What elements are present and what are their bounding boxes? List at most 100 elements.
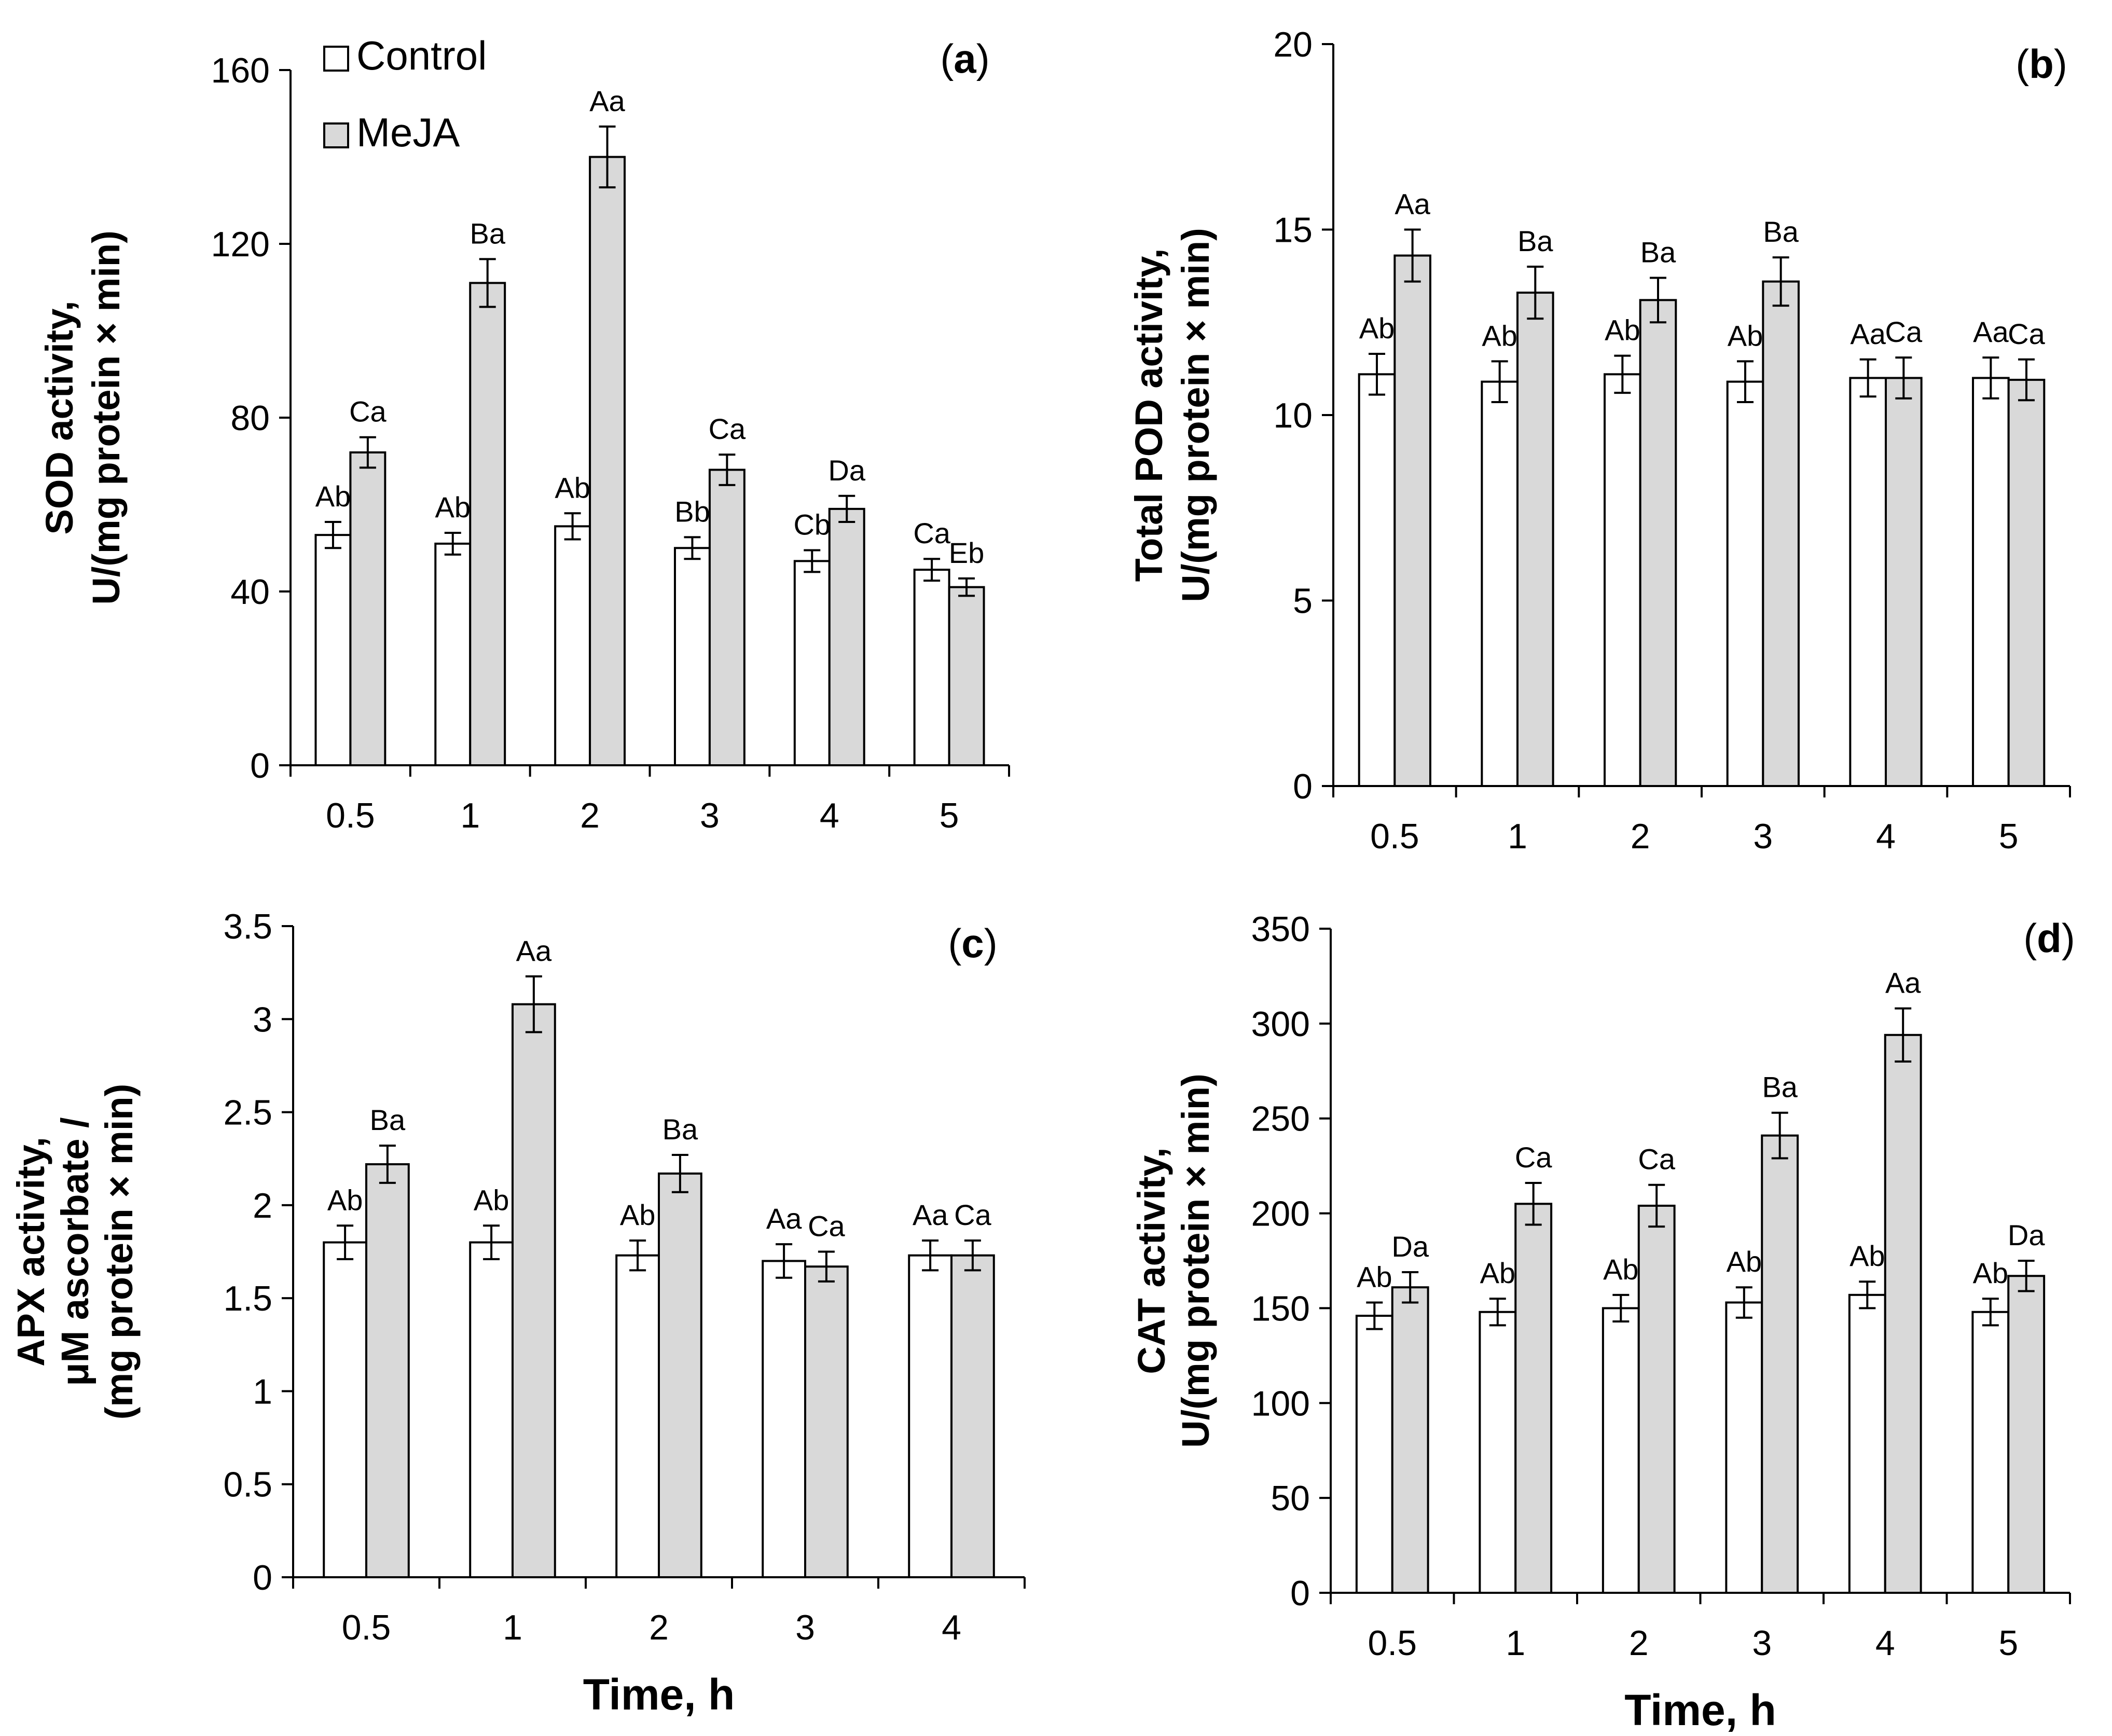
y-axis-title: μM ascorbate / [53,1117,96,1386]
x-tick-label: 5 [1998,1623,2018,1663]
bar-control-0.5 [323,1241,367,1579]
x-tick-label: 3 [1752,1623,1772,1663]
significance-label: Ab [1359,312,1395,345]
panel-label: (d) [2023,915,2075,961]
significance-label: Aa [516,934,552,967]
significance-label: Ab [1357,1260,1392,1293]
x-axis-title: Time, h [583,1670,735,1719]
x-tick-label: 2 [649,1608,669,1647]
bar-control-0.5 [314,534,352,766]
bar-meja-1 [469,282,506,766]
bar-meja-3 [1761,1134,1799,1594]
significance-label: Aa [1973,315,2009,348]
significance-label: Ba [470,217,505,250]
x-tick-label: 1 [1508,817,1527,856]
bar-control-2 [1602,1307,1640,1594]
x-tick-label: 1 [503,1608,522,1647]
y-axis-title: APX activity, [9,1137,52,1367]
significance-label: Aa [1395,188,1430,221]
significance-label: Ca [1515,1141,1552,1174]
significance-label: Ba [1762,1071,1798,1104]
bar-meja-1 [512,1003,556,1578]
bar-control-3 [673,547,711,766]
x-tick-label: 0.5 [1368,1623,1417,1663]
y-tick-label: 2 [253,1186,272,1225]
significance-label: Ab [474,1183,509,1216]
significance-label: Ca [954,1198,991,1231]
y-tick-label: 250 [1251,1099,1310,1139]
bar-control-5 [1972,377,2010,787]
significance-label: Ba [1763,215,1799,248]
bar-meja-2 [589,156,626,766]
y-tick-label: 0.5 [223,1465,272,1505]
bar-control-2 [615,1254,660,1578]
bar-control-5 [1971,1311,2010,1594]
significance-label: Eb [949,536,985,569]
y-tick-label: 100 [1251,1384,1310,1423]
bar-meja-0.5 [349,451,386,766]
x-tick-label: 4 [820,796,839,835]
y-tick-label: 10 [1273,396,1313,435]
x-tick-label: 4 [1876,817,1896,856]
y-tick-label: 1 [253,1372,272,1411]
x-tick-label: 2 [580,796,600,835]
bar-control-4 [793,560,831,766]
bar-control-4 [1848,1293,1886,1594]
bar-control-1 [1479,1311,1517,1594]
y-tick-label: 3 [253,1000,272,1039]
y-axis-title: CAT activity, [1130,1147,1173,1374]
panel-a-sod-chart: 0 40 80 120 160 0.5 1 2 3 4 5 Ab Ab Ab Bb Cb Ca Ca Ba Aa Ca D… [38,33,1010,835]
y-tick-label: 150 [1251,1289,1310,1328]
x-tick-label: 4 [1875,1623,1895,1663]
x-tick-label: 0.5 [1370,817,1419,856]
significance-label: Aa [589,85,625,117]
y-tick-label: 200 [1251,1194,1310,1234]
legend: Control MeJA [323,33,487,155]
bar-control-4 [908,1254,953,1578]
y-axis-title: SOD activity, [38,300,81,534]
significance-label: Ca [709,412,746,445]
y-axis-title: (mg protein × min) [98,1084,141,1420]
bar-meja-0.5 [1393,254,1431,787]
y-tick-label: 40 [230,572,270,612]
y-tick-label: 20 [1273,25,1313,64]
significance-label: Ba [1517,225,1553,257]
legend-entry: MeJA [356,109,460,155]
x-tick-label: 3 [795,1608,815,1647]
significance-label: Ab [1482,319,1517,352]
x-tick-label: 5 [940,796,959,835]
bar-meja-5 [948,586,985,766]
significance-label: Ab [435,491,471,523]
significance-label: Ab [315,480,351,513]
significance-label: Ab [327,1183,363,1216]
significance-label: Ab [1973,1257,2009,1289]
significance-label: Cb [793,508,831,541]
significance-label: Da [1391,1230,1429,1263]
panel-c-apx-chart: 0 0.5 1 1.5 2 2.5 3 3.5 0.5 1 2 3 4 Ab Ab Ab Aa Aa Ba Aa Ba C… [9,907,1026,1719]
x-tick-label: 4 [942,1608,961,1647]
x-tick-label: 5 [1999,817,2019,856]
y-axis-title: U/(mg protein × min) [1174,1073,1217,1448]
bar-meja-4 [950,1254,995,1578]
bar-control-4 [1849,377,1887,787]
bar-meja-5 [2007,379,2046,787]
significance-label: Ca [1638,1143,1675,1176]
bar-control-0.5 [1355,1315,1393,1594]
y-tick-label: 300 [1251,1004,1310,1044]
bar-meja-3 [708,469,746,766]
significance-label: Da [2008,1219,2045,1251]
bar-meja-0.5 [365,1163,410,1578]
bar-meja-3 [804,1265,849,1579]
significance-label: Aa [1885,967,1921,999]
significance-label: Aa [1850,318,1886,350]
significance-label: Ab [1605,314,1640,347]
bar-meja-4 [828,507,865,766]
significance-label: Ba [662,1113,698,1146]
legend-swatch-control [323,46,349,72]
x-tick-label: 1 [1506,1623,1525,1663]
y-tick-label: 50 [1271,1479,1310,1518]
x-tick-label: 3 [700,796,720,835]
y-tick-label: 0 [1293,767,1313,806]
y-tick-label: 1.5 [223,1279,272,1318]
